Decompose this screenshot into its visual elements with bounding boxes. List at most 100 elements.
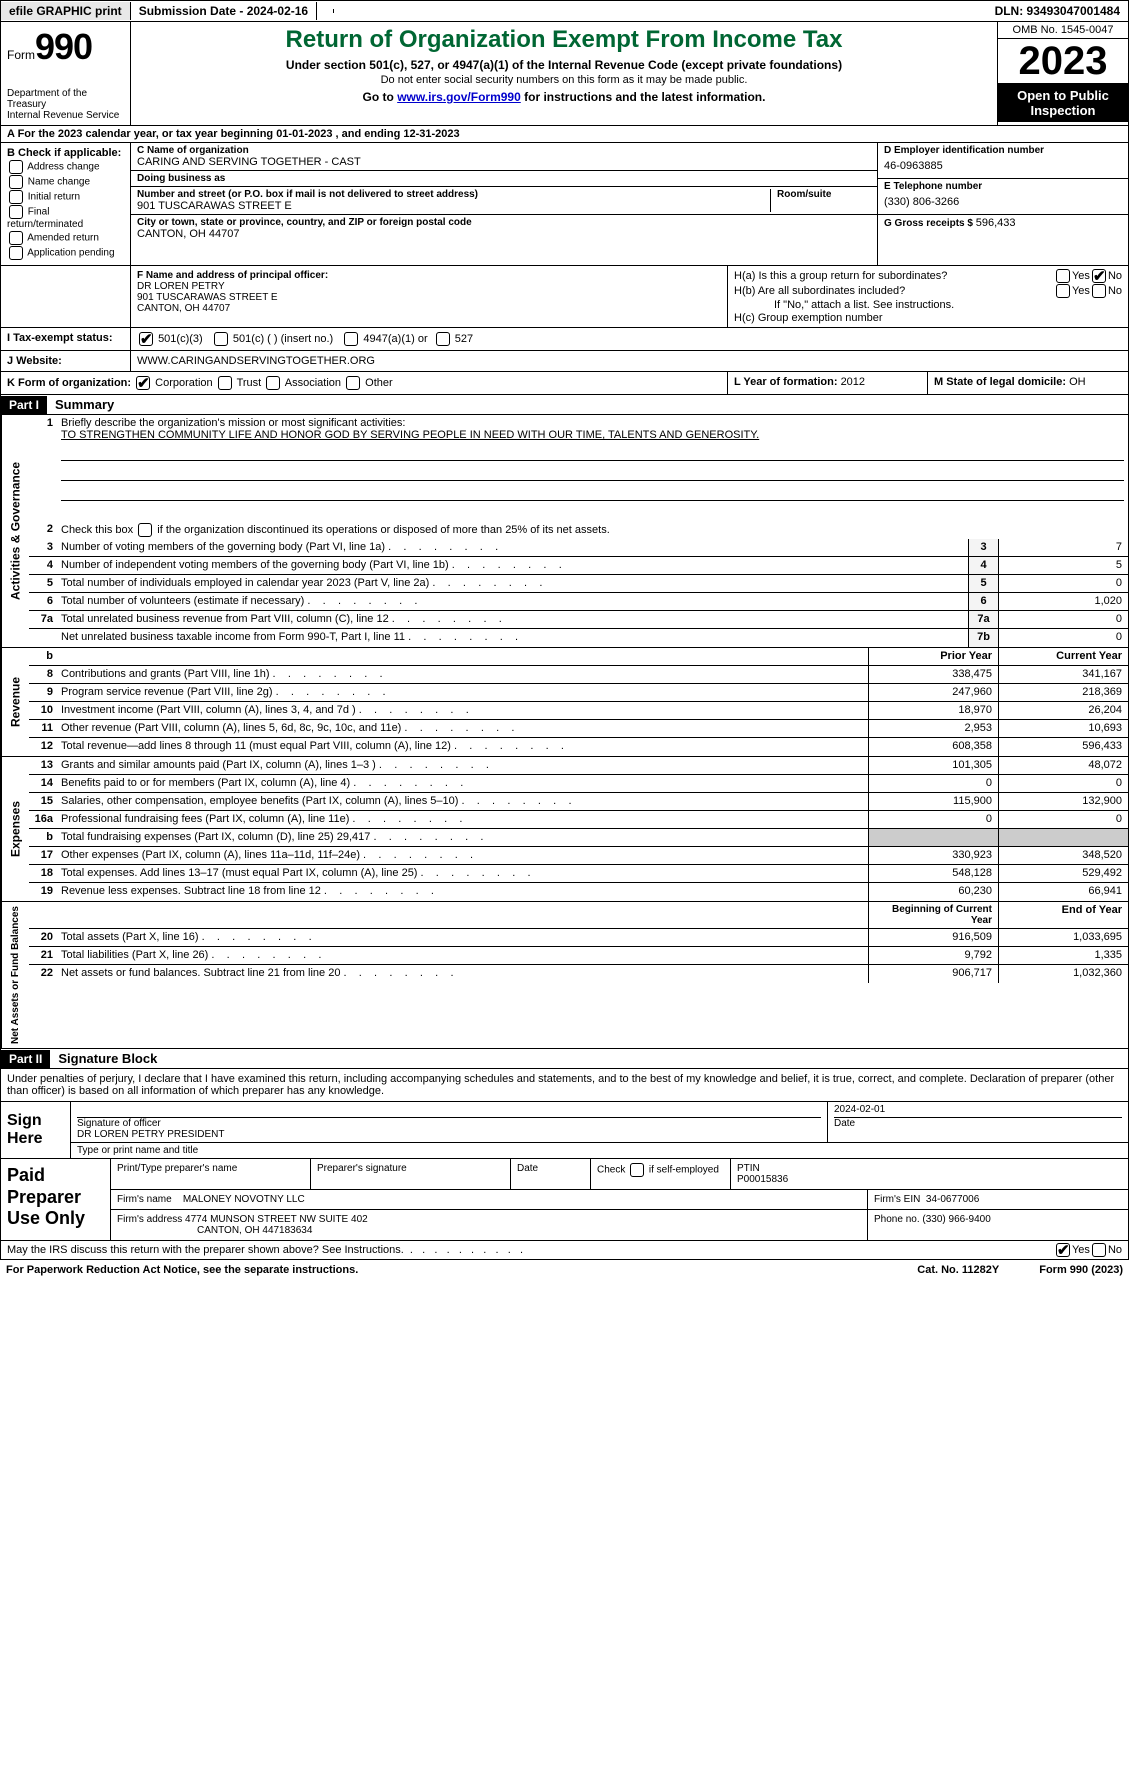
summary-line: 14Benefits paid to or for members (Part … — [29, 775, 1128, 793]
check-501c3[interactable] — [139, 332, 153, 346]
preparer-sig-label: Preparer's signature — [311, 1159, 511, 1189]
check-4947[interactable] — [344, 332, 358, 346]
phone-value: (330) 806-3266 — [884, 192, 1122, 212]
part-1-title: Summary — [47, 395, 122, 414]
check-initial-return[interactable]: Initial return — [7, 190, 124, 204]
summary-line: 22Net assets or fund balances. Subtract … — [29, 965, 1128, 983]
website-label: J Website: — [1, 351, 131, 371]
paperwork-notice: For Paperwork Reduction Act Notice, see … — [6, 1264, 358, 1276]
irs-label: Internal Revenue Service — [7, 110, 124, 121]
summary-governance: Activities & Governance 1 Briefly descri… — [0, 415, 1129, 648]
box-m-label: M State of legal domicile: — [934, 376, 1069, 388]
paid-preparer-block: Paid Preparer Use Only Print/Type prepar… — [0, 1159, 1129, 1241]
form-title-block: Return of Organization Exempt From Incom… — [131, 22, 998, 125]
firm-name-label: Firm's name — [117, 1194, 172, 1205]
summary-line: bTotal fundraising expenses (Part IX, co… — [29, 829, 1128, 847]
gross-label: G Gross receipts $ — [884, 218, 973, 229]
vlabel-net-assets: Net Assets or Fund Balances — [1, 902, 29, 1048]
ha-no[interactable] — [1092, 269, 1106, 283]
self-employed-check[interactable]: Check if self-employed — [591, 1159, 731, 1189]
firm-name-value: MALONEY NOVOTNY LLC — [183, 1194, 305, 1205]
hb-label: H(b) Are all subordinates included? — [734, 285, 1054, 297]
preparer-name-label: Print/Type preparer's name — [111, 1159, 311, 1189]
type-print-label: Type or print name and title — [71, 1143, 1128, 1158]
submission-date: Submission Date - 2024-02-16 — [131, 2, 317, 20]
check-amended-return[interactable]: Amended return — [7, 231, 124, 245]
check-other[interactable] — [346, 376, 360, 390]
check-501c[interactable] — [214, 332, 228, 346]
paid-preparer-label: Paid Preparer Use Only — [1, 1159, 111, 1240]
discuss-no[interactable] — [1092, 1243, 1106, 1257]
part-2-title: Signature Block — [50, 1049, 165, 1068]
firm-phone-label: Phone no. — [874, 1214, 920, 1225]
check-corporation[interactable] — [136, 376, 150, 390]
check-association[interactable] — [266, 376, 280, 390]
form-title: Return of Organization Exempt From Incom… — [141, 26, 987, 54]
check-final-return[interactable]: Final return/terminated — [7, 205, 124, 230]
discuss-yes[interactable] — [1056, 1243, 1070, 1257]
row-j: J Website: WWW.CARINGANDSERVINGTOGETHER.… — [0, 351, 1129, 372]
vlabel-expenses: Expenses — [1, 757, 29, 901]
check-name-change[interactable]: Name change — [7, 175, 124, 189]
hb-yes[interactable] — [1056, 284, 1070, 298]
vlabel-revenue: Revenue — [1, 648, 29, 756]
summary-line: 4Number of independent voting members of… — [29, 557, 1128, 575]
ha-label: H(a) Is this a group return for subordin… — [734, 270, 1054, 282]
summary-line: 16aProfessional fundraising fees (Part I… — [29, 811, 1128, 829]
summary-expenses: Expenses 13Grants and similar amounts pa… — [0, 757, 1129, 902]
ein-label: D Employer identification number — [884, 145, 1122, 156]
row-f-h: F Name and address of principal officer:… — [0, 266, 1129, 328]
topbar-spacer — [317, 9, 334, 13]
hc-label: H(c) Group exemption number — [734, 312, 1122, 324]
efile-print-button[interactable]: efile GRAPHIC print — [1, 2, 131, 20]
box-b-header: B Check if applicable: — [7, 147, 124, 159]
summary-line: 8Contributions and grants (Part VIII, li… — [29, 666, 1128, 684]
ha-yes[interactable] — [1056, 269, 1070, 283]
discuss-label: May the IRS discuss this return with the… — [7, 1244, 404, 1256]
form-number: 990 — [35, 26, 92, 67]
header-grid: B Check if applicable: Address change Na… — [0, 143, 1129, 266]
form-footer: Form 990 (2023) — [1039, 1264, 1123, 1276]
summary-line: 9Program service revenue (Part VIII, lin… — [29, 684, 1128, 702]
topbar: efile GRAPHIC print Submission Date - 20… — [0, 0, 1129, 22]
sign-here-label: Sign Here — [1, 1102, 71, 1158]
form-prefix: Form — [7, 48, 35, 62]
box-l-label: L Year of formation: — [734, 376, 841, 388]
org-name-label: C Name of organization — [137, 145, 871, 156]
dln: DLN: 93493047001484 — [987, 2, 1128, 20]
row-i: I Tax-exempt status: 501(c)(3) 501(c) ( … — [0, 328, 1129, 351]
check-trust[interactable] — [218, 376, 232, 390]
box-h: H(a) Is this a group return for subordin… — [728, 266, 1128, 327]
part-2-num: Part II — [1, 1050, 50, 1068]
sig-officer-label: Signature of officer — [77, 1118, 821, 1129]
dept-treasury: Department of the Treasury — [7, 88, 124, 110]
open-to-public: Open to Public Inspection — [998, 84, 1128, 122]
summary-revenue: Revenue b Prior Year Current Year 8Contr… — [0, 648, 1129, 757]
street-value: 901 TUSCARAWAS STREET E — [137, 200, 764, 212]
end-year-header: End of Year — [998, 902, 1128, 928]
irs-link[interactable]: www.irs.gov/Form990 — [397, 90, 521, 104]
box-c: C Name of organization CARING AND SERVIN… — [131, 143, 878, 265]
check-527[interactable] — [436, 332, 450, 346]
preparer-date-label: Date — [511, 1159, 591, 1189]
firm-addr-label: Firm's address — [117, 1214, 182, 1225]
gross-value: 596,433 — [976, 217, 1016, 229]
summary-line: 6Total number of volunteers (estimate if… — [29, 593, 1128, 611]
mission-text: TO STRENGTHEN COMMUNITY LIFE AND HONOR G… — [61, 429, 759, 441]
check-discontinued[interactable] — [138, 523, 152, 537]
form-subtitle-2: Do not enter social security numbers on … — [141, 74, 987, 86]
summary-line: 10Investment income (Part VIII, column (… — [29, 702, 1128, 720]
signature-declaration: Under penalties of perjury, I declare th… — [0, 1069, 1129, 1102]
firm-phone-value: (330) 966-9400 — [922, 1214, 990, 1225]
current-year-header: Current Year — [998, 648, 1128, 665]
summary-line: Net unrelated business taxable income fr… — [29, 629, 1128, 647]
summary-net-assets: Net Assets or Fund Balances Beginning of… — [0, 902, 1129, 1049]
hb-no[interactable] — [1092, 284, 1106, 298]
principal-officer-label: F Name and address of principal officer: — [137, 270, 721, 281]
check-application-pending[interactable]: Application pending — [7, 246, 124, 260]
box-m-value: OH — [1069, 376, 1086, 388]
firm-addr1: 4774 MUNSON STREET NW SUITE 402 — [185, 1214, 368, 1225]
summary-line: 13Grants and similar amounts paid (Part … — [29, 757, 1128, 775]
summary-line: 11Other revenue (Part VIII, column (A), … — [29, 720, 1128, 738]
check-address-change[interactable]: Address change — [7, 160, 124, 174]
